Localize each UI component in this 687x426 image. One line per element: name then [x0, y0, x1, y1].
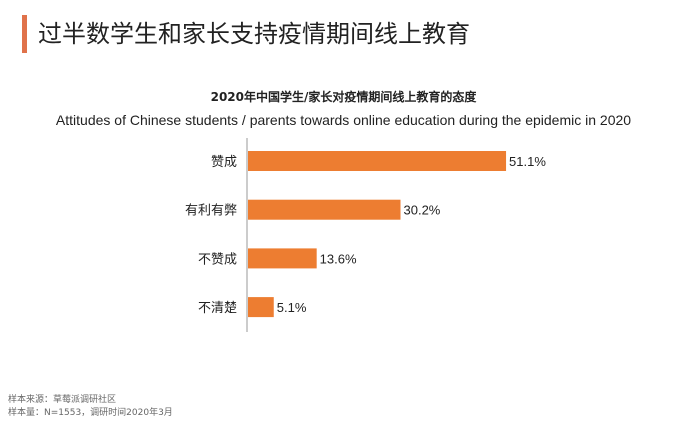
category-label: 不清楚 — [198, 301, 237, 316]
data-label: 51.1% — [509, 154, 546, 169]
category-label: 赞成 — [211, 155, 237, 170]
chart-title: 2020年中国学生/家长对疫情期间线上教育的态度 — [210, 90, 477, 104]
title-accent-bar — [22, 15, 27, 53]
sample-note: 样本量：N=1553，调研时间2020年3月 — [8, 408, 173, 418]
data-label: 5.1% — [277, 300, 307, 315]
source-note: 样本来源：草莓派调研社区 — [8, 395, 117, 405]
data-label: 13.6% — [320, 251, 357, 266]
bar — [248, 297, 274, 318]
page-title: 过半数学生和家长支持疫情期间线上教育 — [38, 20, 470, 48]
chart-subtitle: Attitudes of Chinese students / parents … — [55, 112, 632, 128]
data-label: 30.2% — [404, 203, 441, 218]
bar — [248, 151, 507, 171]
bar — [248, 248, 317, 269]
category-label: 不赞成 — [198, 252, 237, 267]
category-label: 有利有弊 — [185, 203, 237, 219]
bar — [248, 199, 401, 220]
